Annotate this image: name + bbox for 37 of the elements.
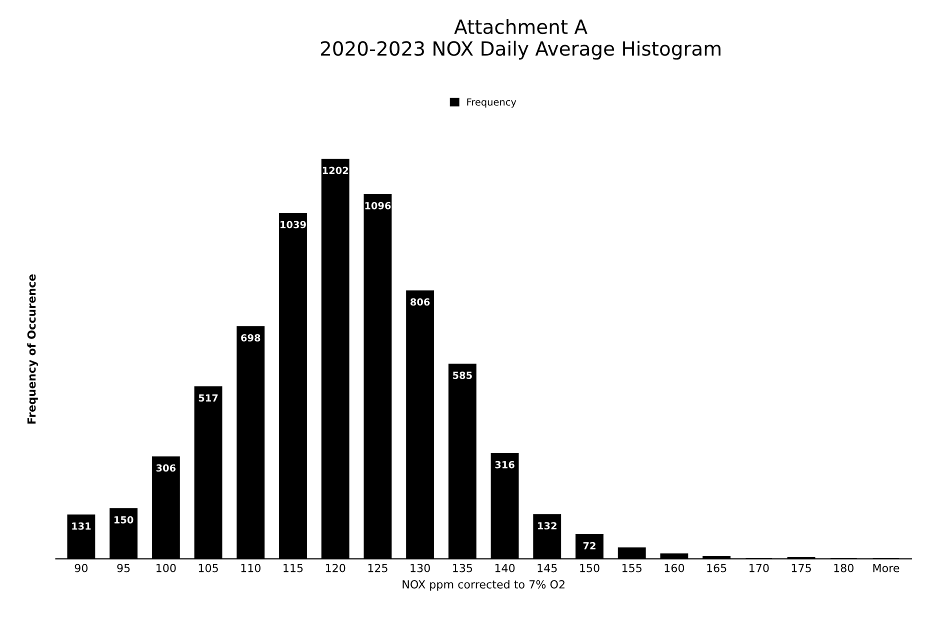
x-tick-label: 175 <box>792 564 811 572</box>
data-label: 150 <box>114 516 134 524</box>
data-label: 1096 <box>365 202 391 210</box>
x-axis-title: NOX ppm corrected to 7% O2 <box>402 580 564 591</box>
x-tick-label: 160 <box>664 564 684 572</box>
data-label: 316 <box>495 460 514 468</box>
data-label: 306 <box>156 464 176 472</box>
x-tick-label: 100 <box>156 564 176 572</box>
x-tick-label: More <box>873 564 900 572</box>
x-tick-label: 150 <box>580 564 600 572</box>
x-tick-label: 110 <box>241 564 261 572</box>
x-tick-label: 115 <box>284 564 303 572</box>
data-label: 1202 <box>322 166 348 174</box>
data-label: 132 <box>538 522 556 530</box>
legend-label: Frequency <box>467 98 516 108</box>
x-tick-label: 95 <box>117 564 130 572</box>
y-axis-title: Frequency of Occurence <box>27 274 38 424</box>
data-label: 517 <box>198 394 218 402</box>
x-tick-label: 155 <box>622 564 642 572</box>
x-tick-label: 170 <box>750 564 769 572</box>
x-tick-label: 180 <box>834 564 854 572</box>
data-label: 131 <box>72 522 91 530</box>
x-tick-label: 105 <box>198 564 218 572</box>
data-label: 806 <box>410 298 430 306</box>
x-tick-label: 130 <box>410 564 430 572</box>
data-label: 1039 <box>280 220 306 228</box>
x-tick-label: 165 <box>707 564 726 572</box>
x-tick-label: 140 <box>495 564 515 572</box>
data-label: 698 <box>241 334 260 342</box>
chart-title: Attachment A 2020-2023 NOX Daily Average Histogram <box>320 19 720 60</box>
data-label: 72 <box>583 542 596 550</box>
data-label: 585 <box>453 372 472 380</box>
x-tick-label: 120 <box>326 564 346 572</box>
x-tick-label: 90 <box>74 564 88 572</box>
x-tick-label: 125 <box>368 564 388 572</box>
x-tick-label: 135 <box>453 564 472 572</box>
x-tick-label: 145 <box>538 564 557 572</box>
